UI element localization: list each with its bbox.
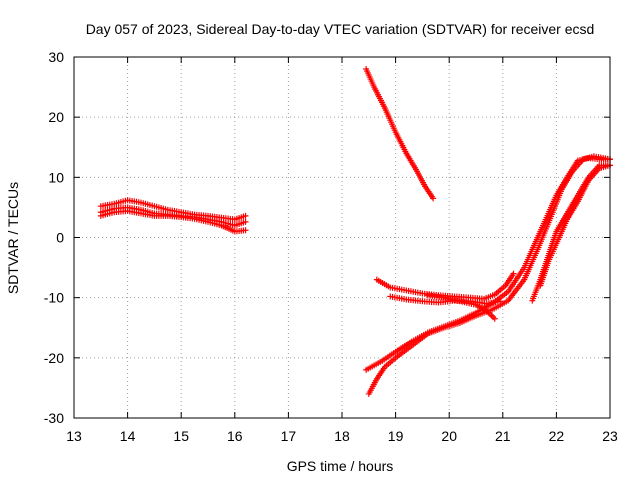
data-layer bbox=[97, 66, 613, 397]
grid-layer bbox=[74, 57, 610, 418]
x-tick-label: 18 bbox=[334, 428, 350, 444]
y-axis-label: SDTVAR / TECUs bbox=[5, 182, 21, 294]
y-tick-label: -10 bbox=[44, 290, 64, 306]
y-tick-label: 30 bbox=[48, 49, 64, 65]
data-point bbox=[510, 270, 517, 277]
data-point bbox=[242, 212, 249, 219]
data-point bbox=[491, 315, 498, 322]
y-tick-label: 20 bbox=[48, 109, 64, 125]
series-arc-4a bbox=[363, 155, 613, 373]
series-arc-4d bbox=[537, 162, 613, 289]
x-tick-label: 23 bbox=[602, 428, 618, 444]
x-tick-label: 21 bbox=[495, 428, 511, 444]
x-axis-label: GPS time / hours bbox=[287, 458, 394, 474]
data-point bbox=[242, 227, 249, 234]
chart-title: Day 057 of 2023, Sidereal Day-to-day VTE… bbox=[86, 21, 595, 37]
y-tick-label: -20 bbox=[44, 350, 64, 366]
axis-layer: 13 14 15 16 17 18 19 20 21 22 23 -30 -20 -10 0 10 20 30 bbox=[44, 49, 618, 444]
y-tick-label: 10 bbox=[48, 169, 64, 185]
x-tick-label: 22 bbox=[549, 428, 565, 444]
x-tick-label: 13 bbox=[66, 428, 82, 444]
series-arc-4b bbox=[365, 153, 613, 397]
x-tick-label: 17 bbox=[281, 428, 297, 444]
y-tick-label: -30 bbox=[44, 410, 64, 426]
x-tick-label: 19 bbox=[388, 428, 404, 444]
x-tick-label: 16 bbox=[227, 428, 243, 444]
x-tick-label: 20 bbox=[441, 428, 457, 444]
y-tick-label: 0 bbox=[56, 230, 64, 246]
series-arc-1c bbox=[97, 208, 249, 235]
data-point bbox=[242, 218, 249, 225]
data-point bbox=[430, 195, 437, 202]
x-tick-label: 14 bbox=[120, 428, 136, 444]
series-arc-2 bbox=[363, 66, 437, 202]
x-tick-label: 15 bbox=[173, 428, 189, 444]
